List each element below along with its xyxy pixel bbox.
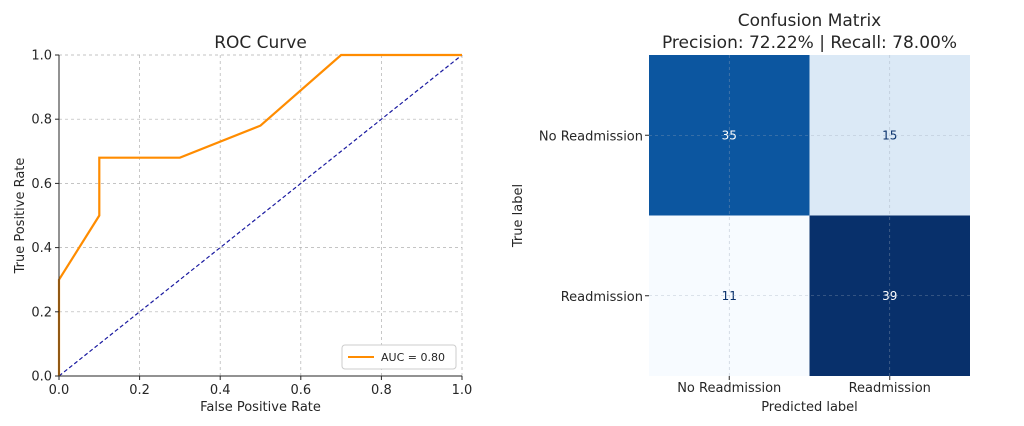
- cm-title: Confusion Matrix: [738, 11, 882, 31]
- cm-x-tick-label: No Readmission: [677, 381, 781, 396]
- roc-curve-line: [57, 53, 462, 376]
- roc-chart: ROC Curve 0.00.0 0.2 0.2 0.4 0.4 0.6 0.6 0.8 0.8…: [13, 33, 472, 415]
- chance-diagonal-line: [58, 54, 463, 377]
- legend-label: AUC = 0.80: [381, 351, 445, 364]
- roc-y-tick-label: 0.0: [31, 370, 52, 385]
- roc-x-tick-label: 0.6: [290, 383, 311, 398]
- cm-x-tick-label: Readmission: [849, 381, 931, 396]
- cm-x-axis-label: Predicted label: [761, 400, 858, 415]
- roc-x-tick-label: 0.0: [49, 383, 70, 398]
- confusion-matrix: Confusion Matrix Precision: 72.22% | Rec…: [511, 11, 970, 415]
- roc-y-tick-label: 0.6: [31, 177, 52, 192]
- roc-ticks: 0.00.0 0.2 0.2 0.4 0.4 0.6 0.6 0.8 0.8 1.0 1.0: [31, 49, 472, 399]
- roc-axes: [58, 55, 462, 377]
- roc-y-tick-label: 0.8: [31, 113, 52, 128]
- cm-ticks: No Readmission Readmission No Readmission R…: [539, 129, 931, 396]
- roc-x-tick-label: 0.4: [210, 383, 231, 398]
- legend-box: [341, 344, 457, 370]
- cm-cells: 35151139: [649, 55, 970, 376]
- roc-y-tick-label: 0.4: [31, 241, 52, 256]
- cm-y-tick-label: No Readmission: [539, 129, 643, 144]
- roc-x-tick-label: 1.0: [452, 383, 473, 398]
- roc-x-tick-label: 0.2: [129, 383, 150, 398]
- roc-y-axis-label: True Positive Rate: [13, 158, 28, 275]
- roc-y-tick-label: 0.2: [31, 305, 52, 320]
- cm-subtitle: Precision: 72.22% | Recall: 78.00%: [662, 33, 957, 53]
- roc-x-axis-label: False Positive Rate: [200, 400, 321, 415]
- roc-x-tick-label: 0.8: [371, 383, 392, 398]
- roc-lines: [57, 53, 463, 377]
- cm-y-axis-label: True label: [511, 184, 526, 248]
- cm-y-tick-label: Readmission: [561, 290, 643, 305]
- roc-title: ROC Curve: [214, 33, 307, 53]
- roc-legend: AUC = 0.80: [341, 344, 457, 370]
- roc-y-tick-label: 1.0: [31, 49, 52, 64]
